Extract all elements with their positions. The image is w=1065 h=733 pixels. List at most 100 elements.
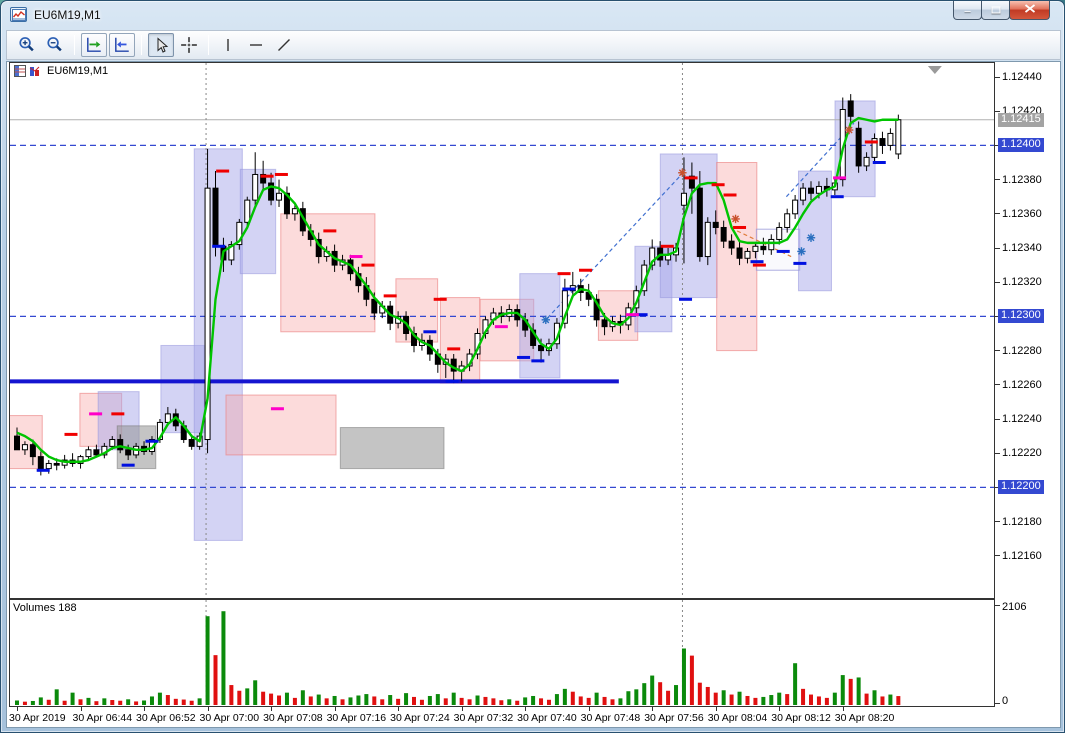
volume-bar (149, 696, 154, 705)
candle-up (744, 250, 751, 259)
candle-down (712, 221, 719, 228)
time-tick (588, 707, 590, 711)
candle-down (601, 319, 608, 328)
cursor-button[interactable] (148, 33, 174, 57)
buy-signal-dash (517, 355, 531, 359)
chart-shift-button[interactable] (81, 33, 107, 57)
candle-up (680, 192, 687, 206)
title-bar[interactable]: EU6M19,M1 – (1, 1, 1064, 30)
price-tick (995, 247, 1000, 249)
price-label: 1.12160 (1002, 549, 1042, 562)
close-button[interactable] (1009, 1, 1050, 20)
time-tick (779, 707, 781, 711)
price-label: 1.12320 (1002, 276, 1042, 289)
sell-signal-dash (557, 272, 571, 276)
trendline-button[interactable] (271, 33, 297, 57)
volume-bar (737, 691, 742, 705)
volume-bar (523, 697, 528, 705)
time-label: 30 Apr 07:00 (199, 712, 260, 724)
volume-bar (491, 698, 496, 705)
candle-up (887, 132, 894, 146)
auto-scroll-button[interactable] (109, 33, 135, 57)
volume-bar (761, 696, 766, 705)
price-label: 1.12360 (1002, 207, 1042, 220)
time-axis[interactable]: 30 Apr 2019 30 Apr 06:44 30 Apr 06:52 30 Ap… (7, 707, 1055, 727)
fractal-star-red (678, 168, 687, 177)
time-label: 30 Apr 07:24 (390, 712, 450, 724)
candle-up (863, 156, 870, 167)
volume-bar (697, 682, 702, 705)
volume-bar (38, 697, 43, 705)
volume-bar (308, 696, 313, 705)
sell-signal-dash (579, 268, 593, 272)
minimize-button[interactable]: – (953, 1, 982, 20)
time-label: 30 Apr 08:20 (834, 712, 895, 724)
sell-signal-dash (733, 225, 747, 229)
candle-up (752, 245, 759, 252)
candle-up (871, 138, 878, 158)
candle-down (14, 435, 20, 451)
volume-axis-tick (995, 703, 1000, 704)
price-axis[interactable]: 1.12440 1.12420 1.12400 1.12380 1.12360 1.123… (995, 62, 1061, 599)
price-tick (995, 555, 1000, 557)
volume-bar (316, 694, 321, 705)
vline-icon (227, 39, 229, 51)
chart-window-icon (10, 7, 27, 22)
buy-signal-dash (793, 261, 807, 265)
crosshair-button[interactable] (176, 33, 202, 57)
fractal-star-blue (806, 233, 816, 242)
candle-down (728, 240, 735, 249)
zoom-in-button[interactable] (14, 33, 40, 57)
candle-down (117, 439, 124, 451)
time-label: 30 Apr 07:40 (517, 712, 577, 724)
volume-chart[interactable] (9, 599, 995, 707)
price-chart[interactable] (9, 62, 995, 599)
sell-signal-dash (323, 229, 337, 233)
time-label: 30 Apr 06:44 (72, 712, 133, 724)
candle-down (720, 226, 727, 242)
volume-bar (46, 699, 51, 705)
price-level-chip: 1.12400 (998, 138, 1044, 153)
chart-shift-triangle (927, 66, 942, 74)
volume-bar (229, 685, 234, 705)
candle-up (252, 173, 259, 201)
volume-bar (475, 695, 480, 705)
volumes-value: 188 (58, 602, 77, 614)
candle-up (768, 238, 775, 251)
sell-signal-dash (216, 169, 230, 173)
zone-box-pink (280, 213, 376, 333)
sell-signal-dash (723, 193, 737, 197)
volume-bar (237, 690, 242, 705)
volume-bar (165, 695, 170, 705)
toolbar (6, 30, 1061, 60)
toolbar-separator (141, 35, 142, 55)
volume-bar (594, 692, 599, 705)
volume-bar (419, 699, 424, 705)
horizontal-line-button[interactable] (243, 33, 269, 57)
price-label: 1.12280 (1002, 344, 1042, 357)
candle-down (93, 449, 100, 456)
volume-bar (872, 690, 877, 705)
candle-up (244, 199, 251, 223)
volume-bar (570, 691, 575, 705)
maximize-button[interactable] (981, 1, 1010, 20)
volume-bar (62, 700, 67, 705)
volume-bar (356, 695, 361, 705)
buy-signal-dash (423, 330, 437, 334)
volume-bar (348, 697, 353, 705)
sell-signal-dash (64, 432, 78, 436)
zoom-out-button[interactable] (42, 33, 68, 57)
time-tick (842, 707, 844, 711)
volume-bar (404, 693, 409, 705)
symbol-label: EU6M19,M1 (47, 65, 109, 77)
vertical-line-button[interactable] (215, 33, 241, 57)
candle-up (45, 462, 52, 470)
volume-bar (269, 693, 274, 705)
candle-down (29, 444, 36, 458)
volume-bar (705, 686, 710, 705)
volume-bar (372, 696, 377, 705)
time-tick (652, 707, 654, 711)
alert-signal-dash (349, 255, 363, 259)
fractal-star-blue (797, 247, 806, 256)
volume-bar (261, 691, 266, 705)
